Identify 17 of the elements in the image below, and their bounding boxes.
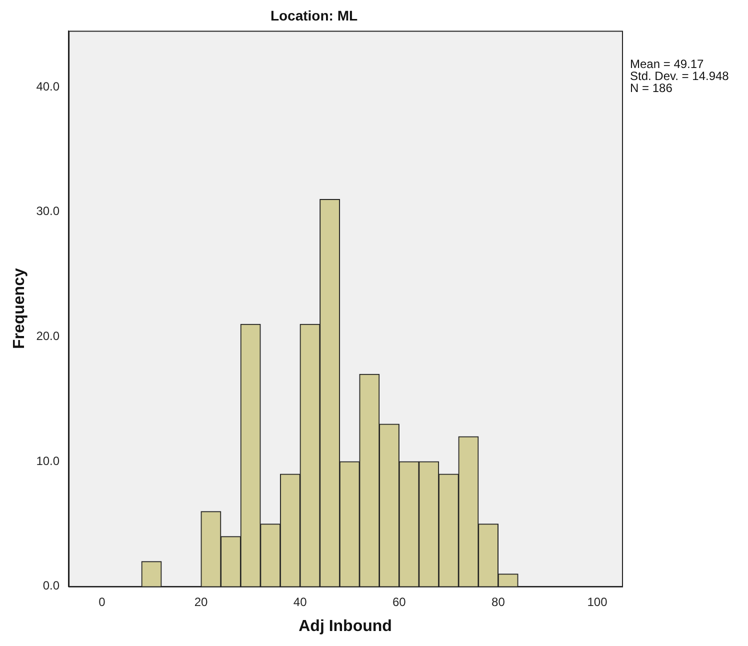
y-tick-label: 0.0: [42, 578, 60, 593]
y-tick-label: 40.0: [36, 79, 60, 94]
x-tick-label: 100: [587, 594, 608, 609]
x-tick-label: 0: [98, 594, 106, 609]
x-tick-label: 80: [492, 594, 506, 609]
y-tick-label: 10.0: [36, 454, 60, 468]
y-axis-title: Frequency: [11, 268, 28, 350]
y-tick-label: 20.0: [36, 329, 60, 344]
x-axis-title: Adj Inbound: [298, 618, 392, 635]
text: N = 186: [630, 81, 673, 96]
text: Std. Dev. = 14.948: [630, 69, 730, 84]
chart-title: Location: ML: [270, 7, 358, 24]
y-tick-label: 30.0: [36, 204, 60, 218]
x-tick-label: 20: [194, 594, 208, 609]
x-tick-label: 40: [293, 594, 308, 609]
x-tick-label: 60: [392, 594, 406, 609]
text: Mean = 49.17: [630, 57, 704, 72]
